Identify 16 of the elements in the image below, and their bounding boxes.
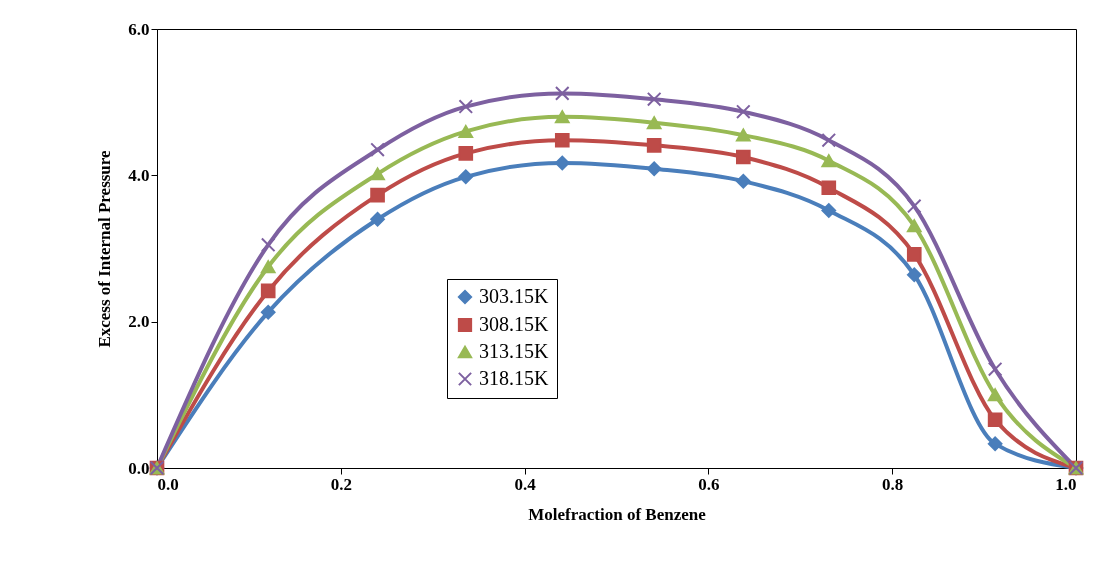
x-tick-label: 0.8 <box>882 474 904 494</box>
y-axis-title: Excess of Internal Pressure <box>95 149 115 348</box>
legend-label: 313.15K <box>479 340 549 362</box>
x-tick-label: 0.6 <box>698 474 720 494</box>
y-tick-label: 6.0 <box>128 19 150 39</box>
y-tick-label: 2.0 <box>128 312 150 332</box>
y-tick-label: 0.0 <box>128 458 150 478</box>
legend-label: 303.15K <box>479 285 549 307</box>
x-tick-label: 1.0 <box>1055 474 1077 494</box>
y-tick-label: 4.0 <box>128 165 150 185</box>
x-tick-label: 0.2 <box>330 474 352 494</box>
legend-label: 308.15K <box>479 313 549 335</box>
x-tick-label: 0.0 <box>157 474 179 494</box>
legend-label: 318.15K <box>479 367 549 389</box>
x-tick-label: 0.4 <box>514 474 537 494</box>
x-axis-title: Molefraction of Benzene <box>528 504 707 524</box>
